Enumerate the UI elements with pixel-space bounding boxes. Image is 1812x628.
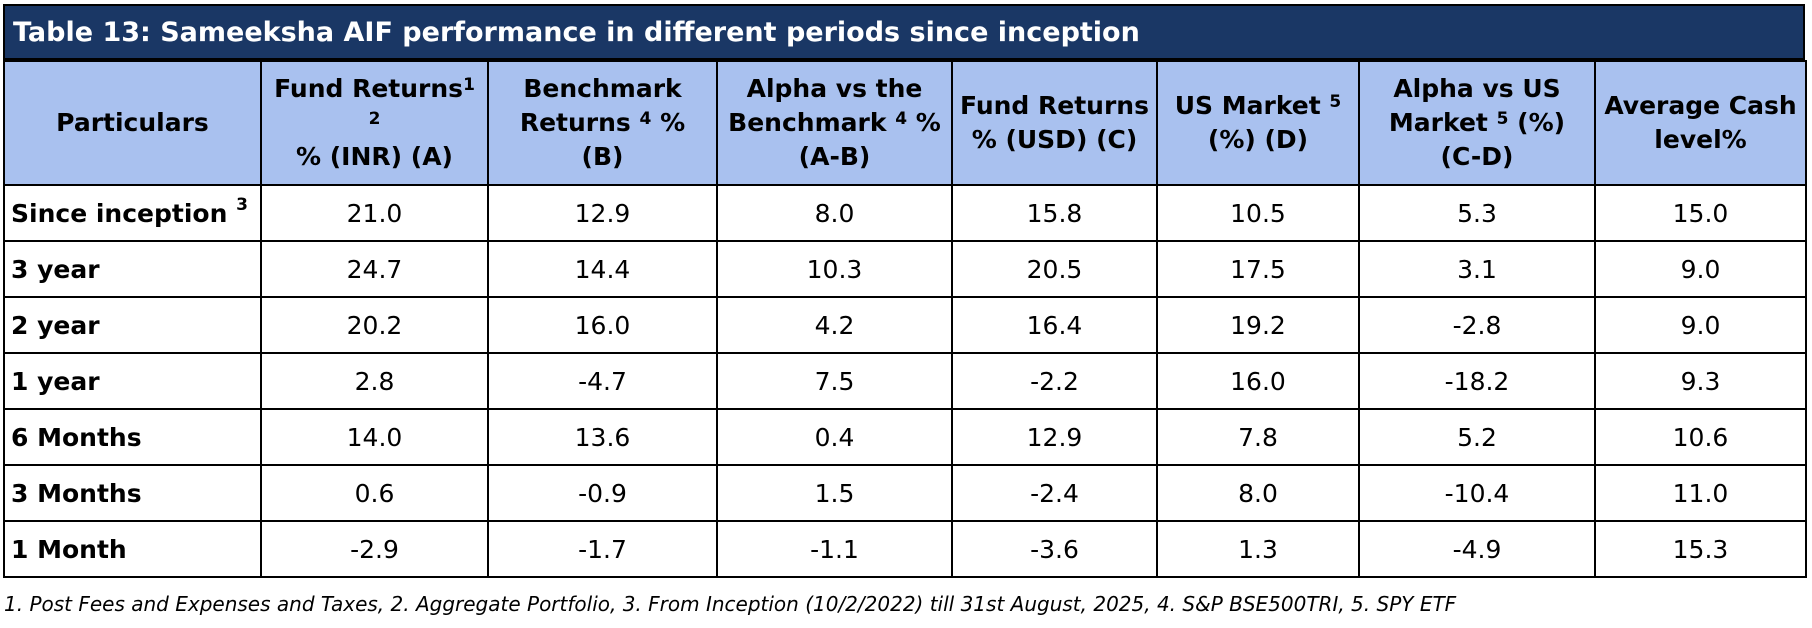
cell-cash-level: 9.0	[1594, 240, 1807, 298]
cell-us-market: 1.3	[1156, 520, 1360, 578]
cell-alpha-benchmark: 10.3	[716, 240, 953, 298]
cell-alpha-us: 3.1	[1358, 240, 1596, 298]
col-header-fund-returns-inr: Fund Returns1 2 % (INR) (A)	[260, 60, 489, 186]
cell-fund-inr: 14.0	[260, 408, 489, 466]
col-header-fund-returns-usd: Fund Returns % (USD) (C)	[951, 60, 1158, 186]
cell-fund-inr: 20.2	[260, 296, 489, 354]
cell-benchmark: 14.4	[487, 240, 718, 298]
cell-fund-usd: -2.4	[951, 464, 1158, 522]
cell-alpha-us: -10.4	[1358, 464, 1596, 522]
table-row: 3 year 24.7 14.4 10.3 20.5 17.5 3.1 9.0	[3, 240, 1807, 298]
col-header-benchmark-returns: Benchmark Returns 4 % (B)	[487, 60, 718, 186]
cell-us-market: 7.8	[1156, 408, 1360, 466]
cell-alpha-us: -2.8	[1358, 296, 1596, 354]
cell-benchmark: -1.7	[487, 520, 718, 578]
cell-us-market: 16.0	[1156, 352, 1360, 410]
cell-benchmark: 12.9	[487, 184, 718, 242]
table-row: 1 Month -2.9 -1.7 -1.1 -3.6 1.3 -4.9 15.…	[3, 520, 1807, 578]
cell-alpha-benchmark: 0.4	[716, 408, 953, 466]
table-row: 1 year 2.8 -4.7 7.5 -2.2 16.0 -18.2 9.3	[3, 352, 1807, 410]
cell-us-market: 8.0	[1156, 464, 1360, 522]
cell-alpha-benchmark: 7.5	[716, 352, 953, 410]
cell-cash-level: 15.3	[1594, 520, 1807, 578]
cell-alpha-us: 5.2	[1358, 408, 1596, 466]
row-label: 2 year	[3, 296, 262, 354]
cell-fund-inr: 24.7	[260, 240, 489, 298]
cell-cash-level: 9.3	[1594, 352, 1807, 410]
cell-cash-level: 11.0	[1594, 464, 1807, 522]
cell-benchmark: -0.9	[487, 464, 718, 522]
cell-fund-usd: 16.4	[951, 296, 1158, 354]
cell-us-market: 17.5	[1156, 240, 1360, 298]
table-row: 2 year 20.2 16.0 4.2 16.4 19.2 -2.8 9.0	[3, 296, 1807, 354]
cell-fund-usd: 15.8	[951, 184, 1158, 242]
cell-alpha-benchmark: 4.2	[716, 296, 953, 354]
col-header-particulars: Particulars	[3, 60, 262, 186]
cell-fund-usd: 20.5	[951, 240, 1158, 298]
table-title: Table 13: Sameeksha AIF performance in d…	[3, 4, 1805, 60]
cell-benchmark: -4.7	[487, 352, 718, 410]
cell-fund-usd: -3.6	[951, 520, 1158, 578]
cell-us-market: 19.2	[1156, 296, 1360, 354]
cell-fund-inr: 0.6	[260, 464, 489, 522]
cell-alpha-us: -18.2	[1358, 352, 1596, 410]
performance-table: Particulars Fund Returns1 2 % (INR) (A) …	[3, 60, 1807, 578]
cell-alpha-us: 5.3	[1358, 184, 1596, 242]
cell-cash-level: 15.0	[1594, 184, 1807, 242]
cell-fund-usd: 12.9	[951, 408, 1158, 466]
row-label: 3 Months	[3, 464, 262, 522]
cell-alpha-benchmark: 8.0	[716, 184, 953, 242]
cell-fund-inr: 21.0	[260, 184, 489, 242]
cell-fund-inr: -2.9	[260, 520, 489, 578]
row-label: Since inception 3	[3, 184, 262, 242]
table-row: Since inception 3 21.0 12.9 8.0 15.8 10.…	[3, 184, 1807, 242]
col-header-us-market: US Market 5 (%) (D)	[1156, 60, 1360, 186]
header-row: Particulars Fund Returns1 2 % (INR) (A) …	[3, 60, 1807, 186]
col-header-average-cash-level: Average Cash level%	[1594, 60, 1807, 186]
cell-cash-level: 10.6	[1594, 408, 1807, 466]
cell-alpha-benchmark: 1.5	[716, 464, 953, 522]
row-label: 6 Months	[3, 408, 262, 466]
col-header-alpha-vs-benchmark: Alpha vs the Benchmark 4 % (A-B)	[716, 60, 953, 186]
cell-fund-usd: -2.2	[951, 352, 1158, 410]
cell-benchmark: 16.0	[487, 296, 718, 354]
table-row: 3 Months 0.6 -0.9 1.5 -2.4 8.0 -10.4 11.…	[3, 464, 1807, 522]
cell-alpha-benchmark: -1.1	[716, 520, 953, 578]
table-body: Since inception 3 21.0 12.9 8.0 15.8 10.…	[3, 184, 1807, 578]
cell-alpha-us: -4.9	[1358, 520, 1596, 578]
row-label: 3 year	[3, 240, 262, 298]
row-label: 1 Month	[3, 520, 262, 578]
col-header-alpha-vs-us-market: Alpha vs US Market 5 (%) (C-D)	[1358, 60, 1596, 186]
cell-fund-inr: 2.8	[260, 352, 489, 410]
table-footnote: 1. Post Fees and Expenses and Taxes, 2. …	[4, 592, 1457, 616]
performance-table-container: Table 13: Sameeksha AIF performance in d…	[3, 4, 1807, 578]
row-label: 1 year	[3, 352, 262, 410]
table-row: 6 Months 14.0 13.6 0.4 12.9 7.8 5.2 10.6	[3, 408, 1807, 466]
cell-cash-level: 9.0	[1594, 296, 1807, 354]
cell-benchmark: 13.6	[487, 408, 718, 466]
cell-us-market: 10.5	[1156, 184, 1360, 242]
